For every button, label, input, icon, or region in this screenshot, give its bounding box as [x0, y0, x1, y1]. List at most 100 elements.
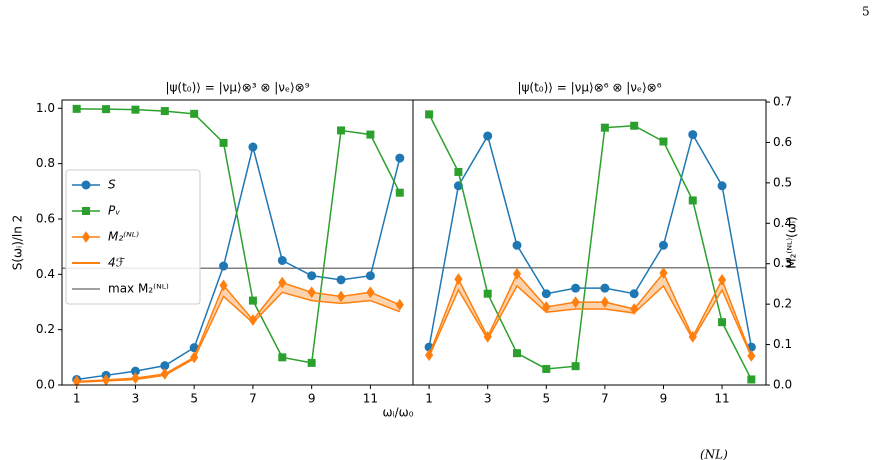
marker: [307, 271, 317, 281]
legend-marker: [81, 231, 91, 243]
marker: [600, 123, 609, 132]
chart-title: |ψ(t₀)⟩ = |νμ⟩⊗³ ⊗ |νₑ⟩⊗⁹: [165, 81, 309, 95]
x-tick-label: 7: [249, 392, 257, 406]
marker: [160, 368, 169, 380]
y-tick-label: 0.0: [36, 378, 55, 392]
marker: [395, 153, 405, 163]
x-tick-label: 3: [132, 392, 140, 406]
series-line: [428, 132, 753, 348]
marker: [512, 267, 522, 280]
marker: [365, 271, 375, 281]
marker: [131, 105, 140, 114]
series-line: [428, 114, 753, 380]
x-tick-label: 11: [363, 392, 378, 406]
marker: [278, 276, 287, 289]
y2-tick-label: 0.1: [773, 337, 792, 351]
marker: [571, 283, 581, 293]
marker: [395, 298, 404, 311]
marker: [483, 289, 492, 298]
legend-box: [65, 169, 201, 305]
legend-label: M₂⁽ᴺᴸ⁾: [108, 230, 139, 244]
marker: [454, 167, 463, 176]
marker: [336, 290, 346, 303]
legend-marker: [82, 207, 90, 215]
marker: [425, 110, 434, 119]
marker: [219, 138, 228, 147]
plot-frame: [412, 99, 767, 386]
band: [429, 273, 752, 357]
y2-axis-label: M₂⁽ᴺᴸ⁾(ωᵢ): [785, 216, 799, 268]
marker: [718, 318, 727, 327]
y-axis-label: S(ωᵢ)/ln 2: [11, 215, 25, 271]
x-tick-label: 5: [190, 392, 198, 406]
series-line: [428, 284, 753, 358]
series-line: [76, 281, 401, 383]
caption-fragment: (NL): [700, 448, 728, 460]
marker: [160, 107, 169, 116]
marker: [336, 275, 346, 285]
marker: [659, 137, 668, 146]
marker: [571, 362, 580, 371]
marker: [278, 353, 287, 362]
legend-label: S: [108, 178, 116, 192]
marker: [366, 130, 375, 139]
x-tick-label: 1: [73, 392, 81, 406]
marker: [277, 255, 287, 265]
y2-tick-label: 0.0: [773, 378, 792, 392]
marker: [541, 289, 551, 299]
marker: [248, 314, 258, 326]
legend-label: 4ℱ: [108, 256, 126, 270]
marker: [131, 372, 140, 384]
x-tick-label: 9: [308, 392, 316, 406]
x-tick-label: 7: [601, 392, 609, 406]
marker: [337, 126, 346, 135]
marker: [512, 240, 522, 250]
marker: [659, 267, 668, 279]
marker: [72, 104, 81, 113]
legend-label: Pᵥ: [108, 204, 120, 218]
marker: [688, 130, 698, 140]
marker: [571, 296, 580, 308]
marker: [102, 105, 111, 114]
y2-tick-label: 0.7: [773, 95, 792, 109]
marker: [395, 188, 404, 197]
y2-tick-label: 0.2: [773, 297, 792, 311]
marker: [454, 273, 463, 285]
marker: [600, 283, 610, 293]
series-line: [76, 146, 401, 381]
marker: [483, 131, 493, 141]
y-tick-label: 0.2: [36, 322, 55, 336]
legend-marker: [81, 180, 91, 190]
marker: [747, 375, 756, 384]
marker: [307, 358, 316, 367]
marker: [512, 349, 521, 358]
marker: [248, 142, 258, 152]
page-number: 5: [862, 5, 870, 19]
marker: [629, 289, 639, 299]
y2-tick-label: 0.6: [773, 135, 792, 149]
y2-tick-label: 0.5: [773, 175, 792, 189]
x-tick-label: 1: [425, 392, 433, 406]
y2-tick-label: 0.3: [773, 256, 792, 270]
marker: [190, 109, 199, 118]
y-tick-label: 0.4: [36, 267, 55, 281]
y2-tick-label: 0.4: [773, 216, 792, 230]
series-line: [76, 291, 401, 383]
marker: [717, 181, 727, 191]
legend-label: max M₂⁽ᴺᴸ⁾: [108, 282, 169, 296]
marker: [600, 296, 609, 308]
x-tick-label: 9: [660, 392, 668, 406]
series-line: [76, 108, 401, 364]
x-axis-label: ωᵢ/ω₀: [382, 406, 413, 420]
y-tick-label: 1.0: [36, 101, 55, 115]
marker: [219, 279, 228, 292]
series-line: [428, 271, 753, 357]
marker: [658, 240, 668, 250]
marker: [219, 261, 229, 271]
marker: [717, 274, 727, 286]
marker: [72, 375, 81, 388]
marker: [630, 121, 639, 130]
x-tick-label: 5: [542, 392, 550, 406]
